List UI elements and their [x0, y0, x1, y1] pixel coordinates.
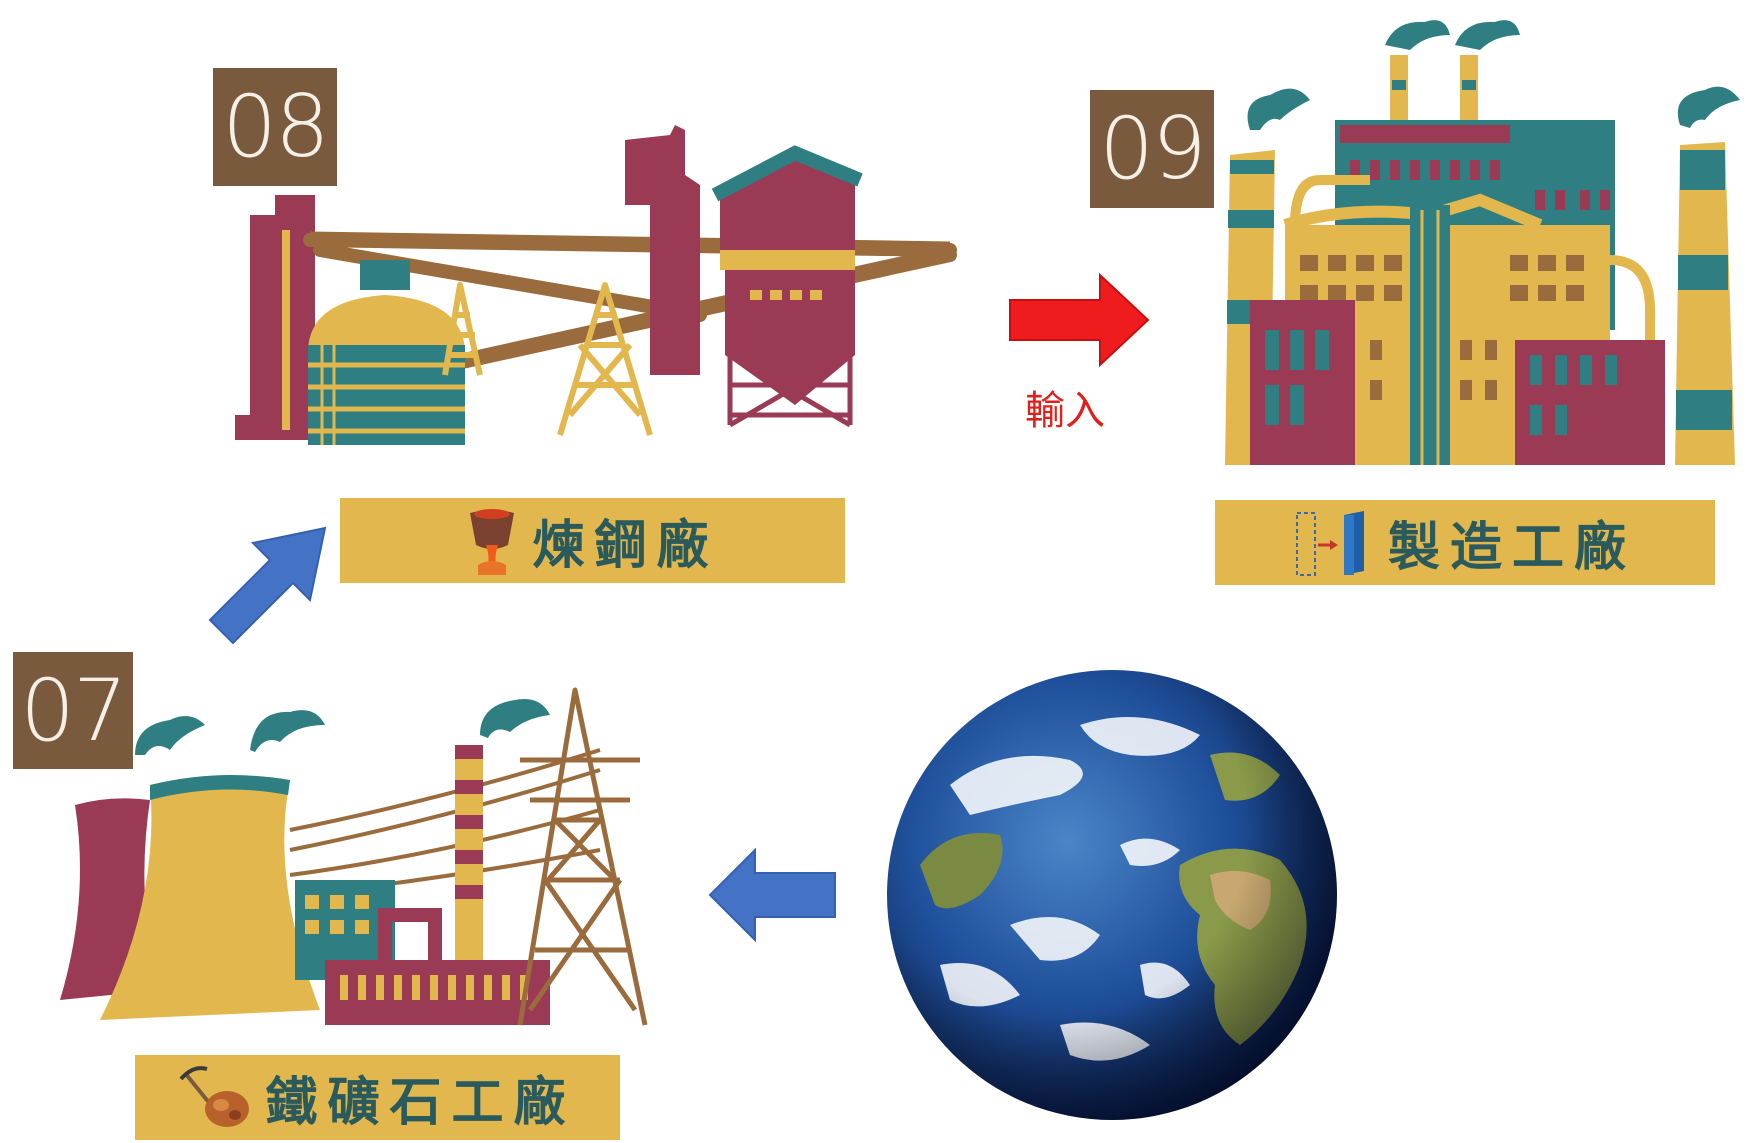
- stage-label-08: 煉鋼廠: [340, 498, 845, 583]
- manufacturing-plant-illustration: [1225, 20, 1740, 465]
- iron-ore-plant-illustration: [60, 687, 648, 1026]
- flow-arrow-earth-to-07: [708, 847, 836, 943]
- flow-arrow-07-to-08: [208, 526, 327, 645]
- pickaxe-ore-icon: [179, 1065, 251, 1131]
- stage-label-09-text: 製造工廠: [1387, 518, 1636, 578]
- stage-number-08: 08: [213, 68, 337, 186]
- earth-globe: [887, 670, 1337, 1120]
- steel-mill-illustration: [235, 125, 957, 445]
- stage-label-07-text: 鐵礦石工廠: [265, 1073, 576, 1133]
- stage-number-07: 07: [13, 652, 133, 769]
- input-caption: 輸入: [1025, 388, 1105, 434]
- stage-label-07: 鐵礦石工廠: [135, 1055, 620, 1140]
- flow-arrow-08-to-09: [1009, 272, 1150, 368]
- stage-label-09: 製造工廠: [1215, 500, 1715, 585]
- steel-slab-icon: [1294, 507, 1374, 579]
- stage-label-08-text: 煉鋼廠: [532, 516, 719, 576]
- stage-number-09: 09: [1090, 90, 1214, 208]
- ladle-molten-steel-icon: [466, 505, 518, 577]
